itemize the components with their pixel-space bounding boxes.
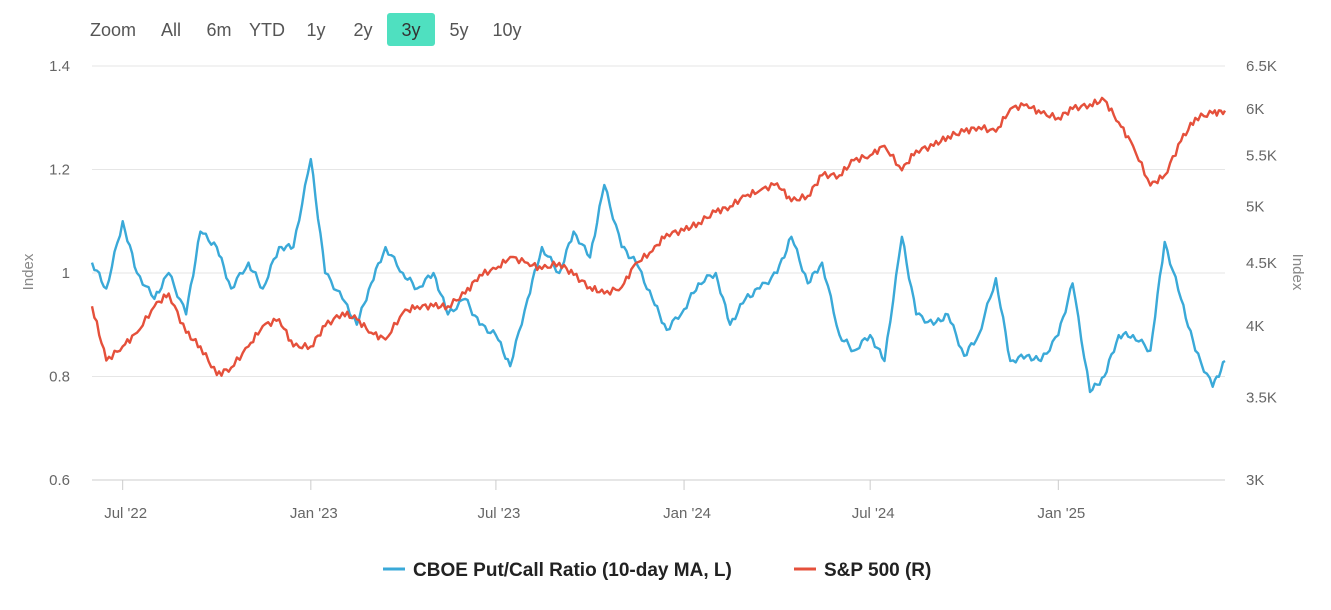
x-tick-label: Jan '24 [663, 505, 711, 522]
zoom-button-label[interactable]: 6m [206, 20, 231, 40]
zoom-button-label[interactable]: 10y [492, 20, 521, 40]
zoom-button-6m[interactable]: 6m [195, 13, 243, 46]
y-right-tick-label: 4.5K [1246, 255, 1277, 272]
x-tick-label: Jul '24 [852, 505, 895, 522]
grid [92, 65, 1225, 481]
zoom-button-label[interactable]: YTD [249, 20, 285, 40]
y-axis-right-title: Index [1289, 254, 1306, 291]
plot-area [90, 96, 1227, 394]
y-left-tick-label: 0.6 [49, 472, 70, 489]
axes: 0.6 0.8 1 1.2 1.4 3K 3.5K 4K 4.5K 5K 5.5K 6K 6.5K Jul… [49, 58, 1277, 522]
zoom-button-label[interactable]: 1y [306, 20, 325, 40]
x-tick-label: Jul '22 [104, 505, 147, 522]
zoom-bar: Zoom All 6m YTD 1y 2y 3y 5y 10y [90, 13, 531, 46]
x-tick-label: Jan '23 [290, 505, 338, 522]
zoom-button-label[interactable]: All [161, 20, 181, 40]
zoom-button-1y[interactable]: 1y [292, 13, 340, 46]
zoom-button-3y[interactable]: 3y [387, 13, 435, 46]
zoom-button-all[interactable]: All [147, 13, 195, 46]
y-right-tick-label: 3K [1246, 472, 1264, 489]
legend: CBOE Put/Call Ratio (10-day MA, L) S&P 50… [383, 560, 931, 581]
series-line-put-call-ratio[interactable] [90, 157, 1226, 394]
y-right-tick-label: 4K [1246, 318, 1264, 335]
zoom-button-10y[interactable]: 10y [483, 13, 531, 46]
y-right-tick-label: 6.5K [1246, 58, 1277, 75]
y-left-tick-label: 1 [62, 265, 70, 282]
y-right-tick-label: 3.5K [1246, 389, 1277, 406]
y-left-tick-label: 0.8 [49, 369, 70, 386]
zoom-button-bg[interactable] [387, 13, 435, 46]
y-axis-left-title: Index [20, 253, 37, 290]
series-line-sp500[interactable] [90, 96, 1227, 377]
y-right-tick-label: 5.5K [1246, 147, 1277, 164]
zoom-button-label[interactable]: 2y [353, 20, 372, 40]
y-left-tick-label: 1.2 [49, 162, 70, 179]
y-left-tick-label: 1.4 [49, 58, 70, 75]
zoom-button-label[interactable]: 3y [401, 20, 420, 40]
zoom-button-2y[interactable]: 2y [339, 13, 387, 46]
x-tick-label: Jul '23 [477, 505, 520, 522]
legend-item-sp500[interactable]: S&P 500 (R) [794, 560, 931, 581]
zoom-button-5y[interactable]: 5y [435, 13, 483, 46]
legend-label: S&P 500 (R) [824, 560, 931, 581]
zoom-button-label[interactable]: 5y [449, 20, 468, 40]
legend-item-put-call-ratio[interactable]: CBOE Put/Call Ratio (10-day MA, L) [383, 560, 732, 581]
zoom-label: Zoom [90, 20, 136, 40]
legend-label: CBOE Put/Call Ratio (10-day MA, L) [413, 560, 732, 581]
y-right-tick-label: 5K [1246, 198, 1264, 215]
zoom-button-ytd[interactable]: YTD [243, 13, 291, 46]
y-right-tick-label: 6K [1246, 101, 1264, 118]
x-tick-label: Jan '25 [1037, 505, 1085, 522]
